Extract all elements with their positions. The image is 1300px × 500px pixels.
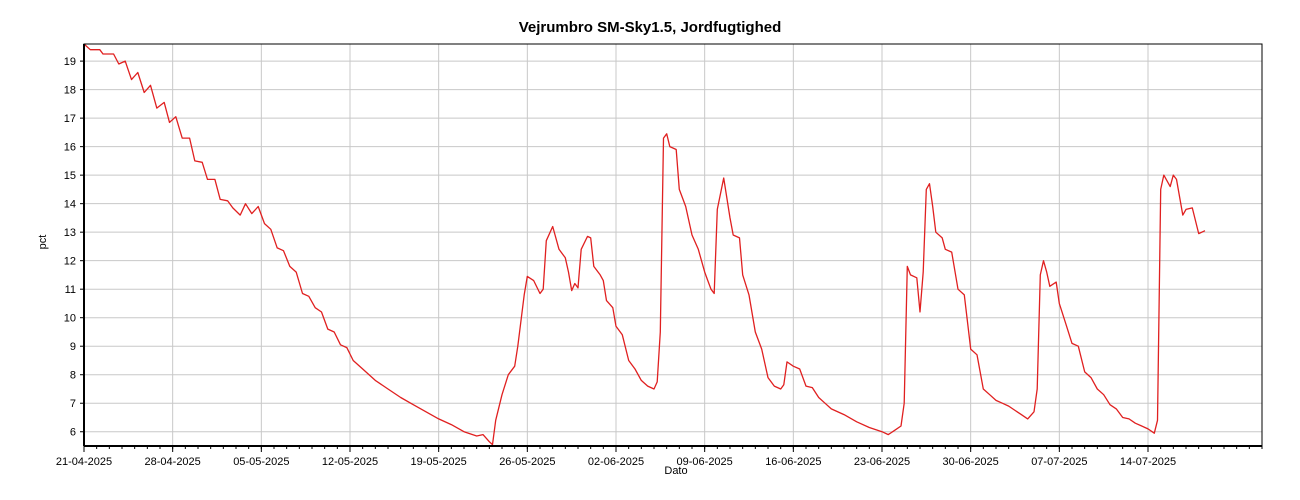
plot-area	[84, 44, 1262, 446]
x-tick-label: 09-06-2025	[677, 456, 733, 468]
series-line-soil-moisture	[83, 43, 1206, 446]
x-tick-label: 16-06-2025	[765, 456, 821, 468]
y-tick-label: 17	[64, 113, 76, 125]
y-tick-label: 10	[64, 313, 76, 325]
y-axis-label: pct	[37, 234, 49, 250]
y-tick-label: 11	[65, 284, 76, 296]
y-tick-label: 15	[64, 170, 76, 182]
y-tick-label: 14	[64, 199, 76, 211]
chart-title: Vejrumbro SM-Sky1.5, Jordfugtighed	[518, 19, 782, 36]
x-tick-label: 23-06-2025	[854, 456, 910, 468]
x-tick-label: 28-04-2025	[145, 456, 201, 468]
x-tick-label: 14-07-2025	[1120, 456, 1176, 468]
y-tick-label: 18	[64, 85, 76, 97]
y-tick-label: 6	[70, 427, 76, 439]
x-tick-label: 12-05-2025	[322, 456, 378, 468]
x-axis-label: Dato	[664, 465, 688, 477]
y-tick-label: 7	[70, 398, 76, 410]
y-tick-label: 16	[64, 142, 76, 154]
x-tick-label: 26-05-2025	[499, 456, 555, 468]
y-tick-label: 12	[64, 256, 76, 268]
x-tick-label: 30-06-2025	[943, 456, 999, 468]
x-tick-label: 07-07-2025	[1031, 456, 1087, 468]
y-tick-label: 13	[64, 227, 76, 239]
y-tick-label: 19	[64, 56, 76, 68]
x-tick-label: 02-06-2025	[588, 456, 644, 468]
y-tick-label: 8	[70, 370, 76, 382]
x-tick-label: 21-04-2025	[56, 456, 112, 468]
x-tick-label: 05-05-2025	[233, 456, 289, 468]
y-tick-label: 9	[70, 341, 76, 353]
x-tick-label: 19-05-2025	[411, 456, 467, 468]
